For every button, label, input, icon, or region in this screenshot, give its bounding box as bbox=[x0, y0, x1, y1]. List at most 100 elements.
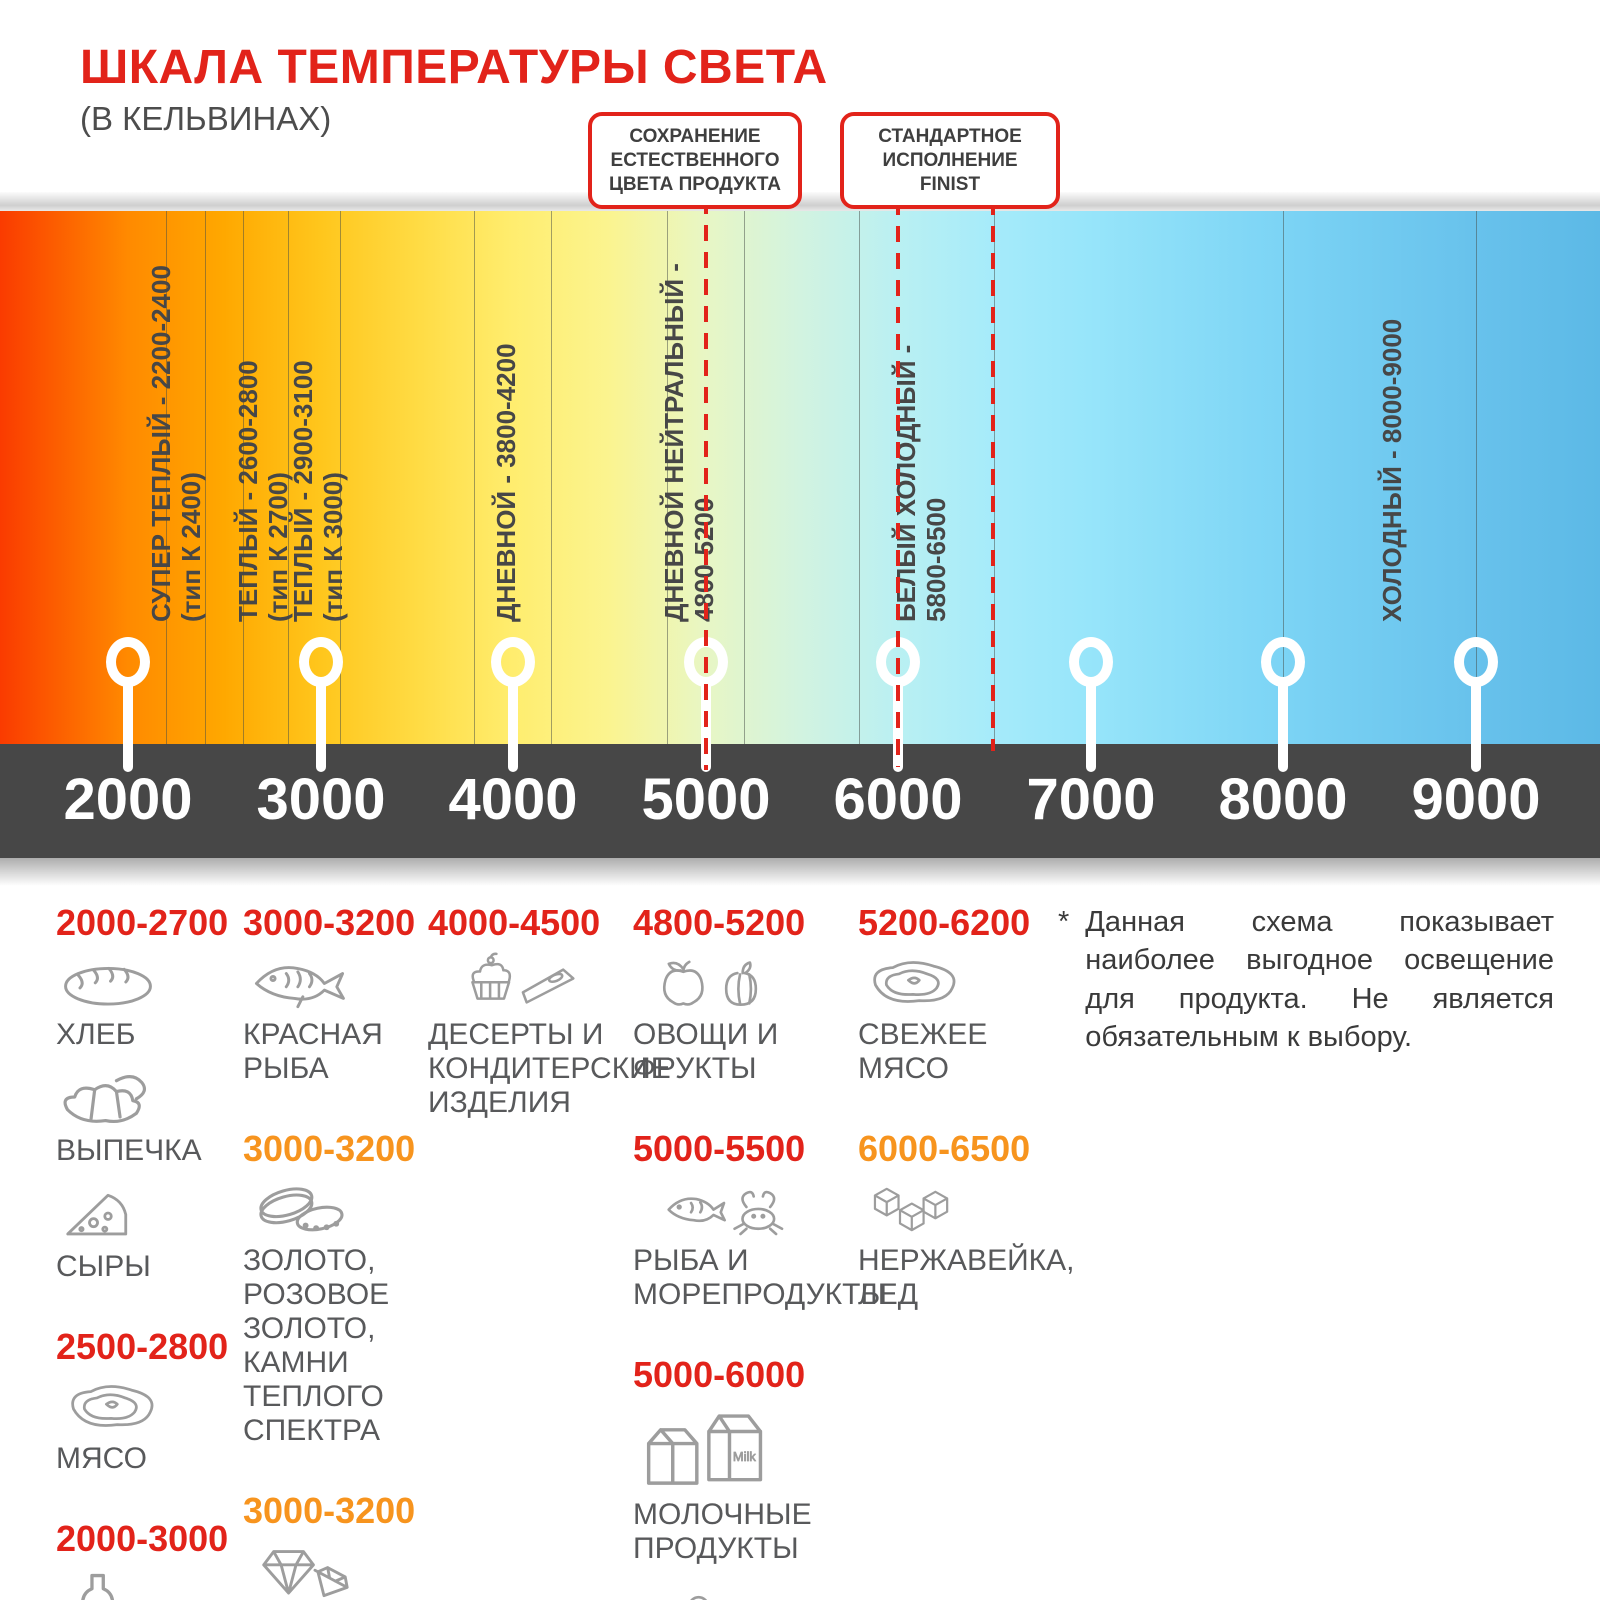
dairy-icon: Milk bbox=[633, 1404, 963, 1490]
band-label-daylight-neutral: ДНЕВНОЙ НЕЙТРАЛЬНЫЙ -4800-5200 bbox=[659, 263, 719, 622]
callout-natural-color: СОХРАНЕНИЕ ЕСТЕСТВЕННОГО ЦВЕТА ПРОДУКТА bbox=[588, 112, 802, 210]
rings-icon bbox=[243, 1178, 443, 1236]
range-badge: 5000-6000 bbox=[633, 1354, 806, 1395]
gridline bbox=[859, 211, 860, 744]
leader-line-5000 bbox=[704, 198, 708, 770]
diamonds-icon bbox=[243, 1540, 443, 1598]
page-subtitle: (В КЕЛЬВИНАХ) bbox=[80, 100, 332, 137]
range-badge: 5200-6200 bbox=[858, 902, 1031, 943]
range-badge: 3000-3200 bbox=[243, 1490, 416, 1531]
gridline bbox=[205, 211, 206, 744]
cheese-icon bbox=[56, 1184, 236, 1242]
scale-pin-stem bbox=[1278, 678, 1288, 772]
band-label-cold: ХОЛОДНЫЙ - 8000-9000 bbox=[1377, 318, 1407, 622]
product-label: КРАСНАЯ РЫБА bbox=[243, 1018, 383, 1085]
scale-pin-stem bbox=[508, 678, 518, 772]
product-item: ДЕСЕРТЫ И КОНДИТЕРСКИЕ ИЗДЕЛИЯ bbox=[428, 952, 671, 1120]
product-item: ВЫПЕЧКА bbox=[56, 1068, 236, 1168]
gridline bbox=[1476, 211, 1477, 744]
page-title: ШКАЛА ТЕМПЕРАТУРЫ СВЕТА bbox=[80, 41, 828, 94]
range-badge: 4000-4500 bbox=[428, 902, 601, 943]
bottom-shadow-strip bbox=[0, 858, 1600, 886]
svg-text:Milk: Milk bbox=[733, 1449, 756, 1464]
gridline bbox=[744, 211, 745, 744]
product-item: КРАСНАЯ РЫБА bbox=[243, 952, 443, 1086]
vegetables-icon bbox=[633, 952, 963, 1010]
product-item: РЫБА И МОРЕПРОДУКТЫ bbox=[633, 1178, 963, 1312]
ice-cubes-icon bbox=[858, 1178, 1068, 1236]
product-label: ВЫПЕЧКА bbox=[56, 1134, 202, 1167]
axis-bar bbox=[0, 744, 1600, 858]
product-label: НЕРЖАВЕЙКА, ЛЕД bbox=[858, 1244, 1075, 1311]
scale-pin-stem bbox=[123, 678, 133, 772]
tick-8000: 8000 bbox=[1218, 767, 1348, 832]
bread-icon bbox=[56, 952, 236, 1010]
band-label-warm-2700: ТЕПЛЫЙ - 2600-2800 (тип К 2700) bbox=[233, 360, 293, 622]
fresh-meat-icon bbox=[858, 952, 1068, 1010]
gridline bbox=[1283, 211, 1284, 744]
range-badge: 5000-5500 bbox=[633, 1128, 806, 1169]
product-label: МЯСО bbox=[56, 1442, 147, 1475]
product-label: ЗОЛОТО, РОЗОВОЕ ЗОЛОТО, КАМНИ ТЕПЛОГО СП… bbox=[243, 1244, 390, 1447]
gridline bbox=[551, 211, 552, 744]
tick-6000: 6000 bbox=[833, 767, 963, 832]
fish-icon bbox=[243, 952, 443, 1010]
leader-line-6500 bbox=[991, 199, 995, 751]
callout-finist-standard: СТАНДАРТНОЕ ИСПОЛНЕНИЕ FINIST bbox=[840, 112, 1060, 210]
product-item: СЕРЕБРО И БРИЛЛИАНТЫ bbox=[243, 1540, 443, 1600]
scale-pin-stem bbox=[1086, 678, 1096, 772]
product-item: СЫРЫ bbox=[56, 1184, 236, 1284]
desserts-icon bbox=[428, 952, 638, 1010]
gridline bbox=[243, 211, 244, 744]
gridline bbox=[166, 211, 167, 744]
band-label-warm-3000: ТЕПЛЫЙ - 2900-3100 (тип К 3000) bbox=[288, 360, 348, 622]
scale-pin-stem bbox=[1471, 678, 1481, 772]
tick-2000: 2000 bbox=[63, 767, 193, 832]
range-badge: 3000-3200 bbox=[243, 1128, 416, 1169]
tick-9000: 9000 bbox=[1411, 767, 1541, 832]
range-badge: 3000-3200 bbox=[243, 902, 416, 943]
product-item: НЕРЖАВЕЙКА, ЛЕД bbox=[858, 1178, 1075, 1312]
product-column-5: 5200-6200 СВЕЖЕЕ МЯСО 6000-6500 НЕРЖАВЕЙ… bbox=[858, 902, 1075, 1328]
meat-icon bbox=[56, 1376, 236, 1434]
product-item: СВЕЖЕЕ МЯСО bbox=[858, 952, 1068, 1086]
gridline bbox=[667, 211, 668, 744]
product-label: ХЛЕБ bbox=[56, 1018, 136, 1051]
band-label-super-warm: СУПЕР ТЕПЛЫЙ - 2200-2400 (тип К 2400) bbox=[146, 265, 206, 622]
frozen-icon bbox=[633, 1582, 963, 1600]
product-column-4: 4800-5200 ОВОЩИ И ФРУКТЫ 5000-5500 bbox=[633, 902, 963, 1600]
footnote: * Данная схема показывает наиболее выгод… bbox=[1058, 903, 1554, 1056]
tick-4000: 4000 bbox=[448, 767, 578, 832]
product-item: ОВОЩИ И ФРУКТЫ bbox=[633, 952, 963, 1086]
leader-line-6000 bbox=[896, 199, 900, 767]
alcohol-icon bbox=[56, 1568, 236, 1600]
croissant-icon bbox=[56, 1068, 236, 1126]
gridline bbox=[474, 211, 475, 744]
band-label-white-cold: БЕЛЫЙ ХОЛОДНЫЙ -5800-6500 bbox=[891, 344, 951, 622]
product-item: ЗОЛОТО, РОЗОВОЕ ЗОЛОТО, КАМНИ ТЕПЛОГО СП… bbox=[243, 1178, 443, 1448]
product-item: МЯСО bbox=[56, 1376, 236, 1476]
product-label: СВЕЖЕЕ МЯСО bbox=[858, 1018, 988, 1085]
product-column-2: 3000-3200 КРАСНАЯ РЫБА 3000-3200 ЗОЛОТО,… bbox=[243, 902, 443, 1600]
product-label: СЫРЫ bbox=[56, 1250, 151, 1283]
product-label: ОВОЩИ И ФРУКТЫ bbox=[633, 1018, 779, 1085]
product-item: Milk МОЛОЧНЫЕ ПРОДУКТЫ bbox=[633, 1404, 963, 1566]
tick-7000: 7000 bbox=[1026, 767, 1156, 832]
product-item: ХЛЕБ bbox=[56, 952, 236, 1052]
footnote-asterisk: * bbox=[1058, 906, 1070, 938]
range-badge: 2000-2700 bbox=[56, 902, 229, 943]
footnote-text: Данная схема показывает наиболее выгодно… bbox=[1085, 906, 1554, 1053]
band-label-daylight: ДНЕВНОЙ - 3800-4200 bbox=[491, 343, 521, 622]
seafood-icon bbox=[633, 1178, 963, 1236]
range-badge: 6000-6500 bbox=[858, 1128, 1031, 1169]
product-item: ЗАМОРОЖЕННЫЕ ПОЛУФАБРИКАТЫ bbox=[633, 1582, 963, 1600]
tick-5000: 5000 bbox=[641, 767, 771, 832]
range-badge: 2500-2800 bbox=[56, 1326, 229, 1367]
product-label: МОЛОЧНЫЕ ПРОДУКТЫ bbox=[633, 1498, 812, 1565]
tick-3000: 3000 bbox=[256, 767, 386, 832]
product-column-3: 4000-4500 ДЕСЕРТЫ И КОНДИТЕРСКИЕ ИЗДЕЛИЯ bbox=[428, 902, 671, 1136]
range-badge: 2000-3000 bbox=[56, 1518, 229, 1559]
gridline bbox=[288, 211, 289, 744]
product-column-1: 2000-2700 ХЛЕБ ВЫПЕЧКА bbox=[56, 902, 236, 1600]
